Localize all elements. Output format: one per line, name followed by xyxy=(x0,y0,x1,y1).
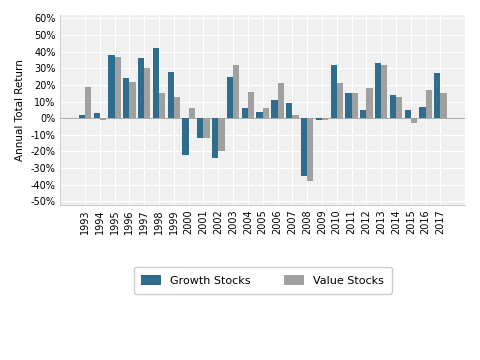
Bar xyxy=(366,88,372,118)
Bar xyxy=(144,68,150,118)
Bar xyxy=(405,110,411,118)
Bar xyxy=(130,82,136,118)
Bar xyxy=(138,58,144,118)
Bar xyxy=(360,110,366,118)
Bar xyxy=(322,118,328,120)
Bar xyxy=(307,118,313,181)
Bar xyxy=(85,86,91,118)
Bar xyxy=(390,95,396,118)
Bar xyxy=(204,118,210,138)
Bar xyxy=(94,113,100,118)
Y-axis label: Annual Total Return: Annual Total Return xyxy=(15,59,25,161)
Bar xyxy=(277,83,284,118)
Bar xyxy=(440,93,446,118)
Bar xyxy=(212,118,218,158)
Bar xyxy=(123,78,130,118)
Bar xyxy=(375,63,381,118)
Bar xyxy=(331,65,337,118)
Bar xyxy=(189,108,195,118)
Bar xyxy=(218,118,225,152)
Bar xyxy=(197,118,204,138)
Bar xyxy=(153,48,159,118)
Bar xyxy=(351,93,358,118)
Bar xyxy=(168,72,174,118)
Bar xyxy=(108,55,115,118)
Bar xyxy=(79,115,85,118)
Bar xyxy=(420,107,426,118)
Bar xyxy=(182,118,189,155)
Bar xyxy=(301,118,307,176)
Bar xyxy=(292,115,299,118)
Bar xyxy=(434,73,440,118)
Bar xyxy=(381,65,387,118)
Bar xyxy=(115,57,121,118)
Bar xyxy=(426,90,432,118)
Bar xyxy=(271,100,277,118)
Bar xyxy=(256,112,263,118)
Legend: Growth Stocks, Value Stocks: Growth Stocks, Value Stocks xyxy=(134,267,392,293)
Bar xyxy=(337,83,343,118)
Bar xyxy=(227,77,233,118)
Bar xyxy=(233,65,240,118)
Bar xyxy=(316,118,322,120)
Bar xyxy=(159,93,165,118)
Bar xyxy=(242,108,248,118)
Bar xyxy=(248,91,254,118)
Bar xyxy=(411,118,417,123)
Bar xyxy=(396,96,402,118)
Bar xyxy=(263,108,269,118)
Bar xyxy=(174,96,180,118)
Bar xyxy=(286,103,292,118)
Bar xyxy=(100,118,106,120)
Bar xyxy=(345,93,351,118)
